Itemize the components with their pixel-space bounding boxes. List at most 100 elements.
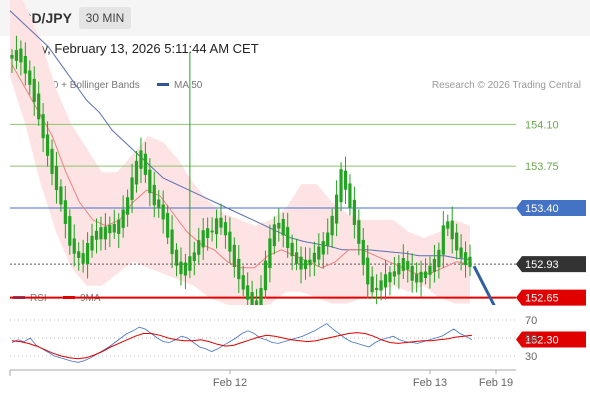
legend-ma50: MA 50 bbox=[157, 80, 202, 91]
candle-body bbox=[228, 231, 232, 252]
candle bbox=[450, 206, 454, 254]
candle-body bbox=[103, 226, 107, 240]
candle-body bbox=[294, 252, 299, 264]
candle bbox=[23, 42, 27, 86]
candle-body bbox=[41, 114, 45, 139]
candle bbox=[237, 244, 241, 294]
price-label-layer: 154.10 153.75 153.40 152.93 152.65 152.30 bbox=[516, 119, 586, 348]
candle-body bbox=[90, 235, 94, 251]
rsi-tick-50: 50 bbox=[525, 333, 537, 345]
bollinger-band-area bbox=[10, 0, 470, 310]
candle-body bbox=[201, 230, 205, 248]
candle-body bbox=[286, 227, 290, 248]
candle bbox=[268, 224, 272, 283]
candle-body bbox=[37, 93, 41, 120]
candle-body bbox=[59, 186, 63, 205]
candle bbox=[312, 241, 316, 277]
candle-body bbox=[326, 232, 330, 246]
level-label-152-93: 152.93 bbox=[525, 259, 559, 271]
candle bbox=[330, 208, 334, 248]
candle bbox=[423, 258, 428, 285]
candle bbox=[290, 234, 294, 271]
candle bbox=[388, 266, 392, 296]
candle bbox=[428, 256, 432, 289]
candle-body bbox=[268, 238, 272, 268]
candle bbox=[103, 213, 107, 251]
candle-body bbox=[99, 227, 103, 240]
candle bbox=[286, 212, 290, 258]
candle bbox=[339, 162, 343, 212]
rsi-line bbox=[11, 323, 473, 363]
candle bbox=[281, 212, 285, 248]
candle-body bbox=[206, 228, 210, 239]
candle-body bbox=[330, 215, 334, 236]
candle-body bbox=[192, 252, 196, 262]
candle bbox=[432, 244, 437, 283]
candle bbox=[63, 185, 67, 239]
candle-body bbox=[232, 244, 236, 267]
level-label-152-65: 152.65 bbox=[525, 293, 559, 305]
candle bbox=[401, 244, 405, 280]
level-label-153-75: 153.75 bbox=[525, 161, 559, 173]
level-label-153-40: 153.40 bbox=[525, 203, 559, 215]
candle bbox=[117, 213, 121, 249]
x-axis-label: Feb 13 bbox=[413, 377, 447, 389]
candle-body bbox=[321, 241, 325, 255]
candle-body bbox=[455, 232, 459, 251]
candle bbox=[166, 205, 170, 245]
candle bbox=[410, 253, 414, 293]
candle bbox=[32, 66, 36, 116]
candle-body bbox=[366, 257, 370, 285]
candle-body bbox=[415, 274, 419, 283]
ma50-swatch bbox=[157, 82, 169, 86]
candle-body bbox=[45, 134, 50, 156]
candle-body bbox=[14, 50, 19, 61]
candle-body bbox=[237, 258, 241, 280]
candle bbox=[299, 246, 303, 284]
candle bbox=[112, 209, 116, 239]
x-axis-label: Feb 12 bbox=[213, 377, 247, 389]
candle-body bbox=[339, 169, 343, 203]
candle-body bbox=[303, 259, 308, 270]
candle-body bbox=[152, 184, 156, 206]
rsi-tick-30: 30 bbox=[525, 351, 537, 363]
candle-body bbox=[210, 230, 214, 233]
candle bbox=[370, 266, 374, 299]
candle-body bbox=[54, 165, 59, 191]
candle-body bbox=[312, 252, 316, 263]
candle bbox=[379, 272, 383, 301]
candle bbox=[152, 171, 156, 218]
candle bbox=[72, 224, 76, 267]
candle-body bbox=[214, 218, 219, 235]
ma20-line bbox=[11, 64, 471, 275]
candle-body bbox=[463, 252, 468, 266]
rsi-ma-line bbox=[11, 332, 473, 360]
candle bbox=[81, 239, 85, 273]
timeframe-badge[interactable]: 30 MIN bbox=[79, 7, 131, 29]
candle bbox=[108, 216, 112, 248]
candle bbox=[335, 180, 339, 237]
candle-body bbox=[450, 220, 454, 240]
candle-body bbox=[406, 260, 410, 270]
x-axis-label: Feb 19 bbox=[479, 377, 513, 389]
candle-body bbox=[28, 70, 32, 85]
candle-body bbox=[188, 256, 192, 271]
bollinger-band-layer bbox=[10, 0, 470, 310]
candle-body bbox=[459, 247, 463, 258]
candle bbox=[419, 260, 423, 297]
candle-body bbox=[85, 243, 90, 265]
candle-body bbox=[241, 275, 245, 290]
candle-body bbox=[112, 224, 116, 233]
candle-body bbox=[250, 292, 254, 308]
candle bbox=[121, 195, 125, 238]
candle bbox=[170, 215, 174, 268]
candle-body bbox=[94, 230, 99, 240]
level-tag-153-40 bbox=[516, 200, 586, 216]
candle bbox=[99, 216, 103, 251]
candle bbox=[219, 203, 223, 235]
x-axis: Feb 12 Feb 13 Feb 19 bbox=[9, 369, 516, 389]
candle-body bbox=[223, 222, 228, 236]
candle bbox=[174, 243, 179, 277]
candle-body bbox=[441, 225, 445, 255]
